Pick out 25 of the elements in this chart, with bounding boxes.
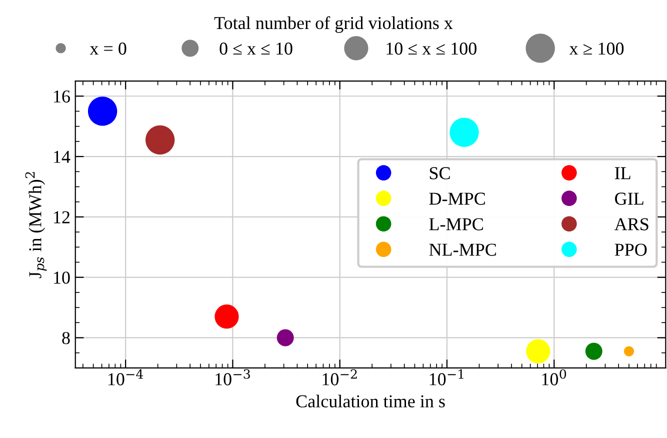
legend-label: ARS: [614, 218, 648, 230]
x-tick-label: 10$^{−4}$: [108, 369, 144, 386]
legend-label: x = 0: [90, 42, 126, 55]
legend-label: D-MPC: [429, 192, 485, 205]
legend-label: SC: [430, 167, 450, 180]
y-tick-label: 10: [54, 272, 70, 284]
legend-label: L-MPC: [429, 218, 483, 230]
y-axis-title: J$_{ps}$ in (MWh)$^{2}$: [25, 172, 47, 278]
legend-label: GIL: [615, 192, 644, 205]
legend-label: NL-MPC: [429, 244, 496, 256]
legend-label: PPO: [614, 244, 647, 256]
legend-label: x ≥ 100: [569, 42, 624, 55]
legend-title: Total number of grid violations x: [214, 16, 453, 33]
x-tick-label: 10$^{0}$: [542, 369, 566, 386]
legend-label: IL: [614, 167, 630, 180]
legend-label: 10 ≤ x ≤ 100: [386, 42, 476, 55]
legend-label: 0 ≤ x ≤ 10: [220, 42, 292, 55]
y-tick-label: 16: [54, 90, 70, 103]
y-tick-label: 14: [54, 150, 70, 163]
x-tick-label: 10$^{−3}$: [216, 369, 250, 386]
y-tick-label: 8: [62, 332, 70, 344]
x-tick-label: 10$^{−2}$: [322, 369, 357, 386]
y-tick-label: 12: [54, 211, 70, 224]
x-axis-title: Calculation time in s: [296, 394, 445, 408]
x-tick-label: 10$^{−1}$: [430, 369, 464, 386]
